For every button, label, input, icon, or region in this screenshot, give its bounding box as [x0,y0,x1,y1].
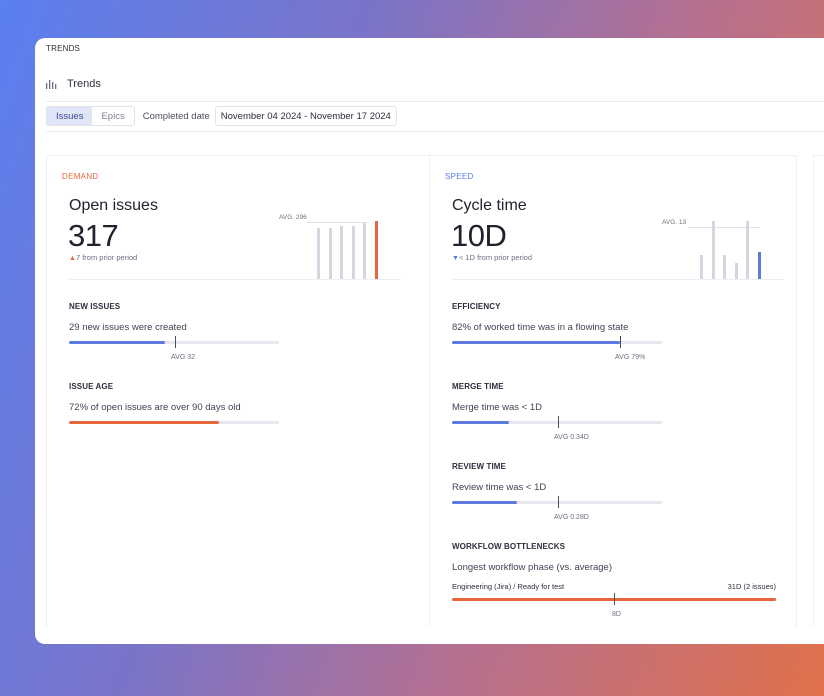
date-filter-label: Completed date [142,110,210,122]
workflow-phase-name: Engineering (Jira) / Ready for test [452,582,565,591]
kpi-divider [452,279,784,280]
issue-type-toggle: Issues Epics [46,106,135,126]
new-issues-metric: NEW ISSUES 29 new issues were created [69,302,187,333]
sparkline-bar [374,221,378,279]
filter-divider [46,131,824,132]
workflow-desc: Longest workflow phase (vs. average) [452,562,612,573]
demand-panel: DEMAND Open issues 317 ▲7 from prior per… [46,155,430,627]
sparkline-avg-line [307,222,369,223]
speed-section-label: SPEED [445,172,474,181]
workflow-bottlenecks-metric: WORKFLOW BOTTLENECKS Longest workflow ph… [452,542,612,573]
bar-chart-icon [46,80,57,89]
window-title: TRENDS [46,44,81,53]
efficiency-desc: 82% of worked time was in a flowing stat… [452,322,629,333]
sparkline-bar [746,221,749,279]
date-range-picker[interactable]: November 04 2024 - November 17 2024 [214,106,397,126]
issue-age-bar [69,421,279,424]
open-issues-delta: ▲7 from prior period [69,253,137,262]
review-time-title: REVIEW TIME [452,462,506,471]
delta-caption: from prior period [80,253,138,262]
header-divider [46,101,824,102]
merge-time-desc: Merge time was < 1D [452,402,543,413]
efficiency-avg: AVG 79% [615,354,646,361]
workflow-avg: 8D [612,611,621,618]
efficiency-fill [452,341,620,344]
sparkline-bar [711,221,715,279]
demand-section-label: DEMAND [62,172,99,181]
cycle-time-title: Cycle time [452,197,527,214]
workflow-avg-marker [614,593,615,605]
sparkline-bar [340,226,343,279]
review-time-avg: AVG 0.28D [554,514,589,521]
new-issues-desc: 29 new issues were created [69,322,187,333]
sparkline-bar [734,263,738,279]
review-time-fill [452,501,518,504]
new-issues-fill [69,341,165,344]
delta-caption: from prior period [475,253,533,262]
sparkline-bar [723,255,726,279]
delta-value: 7 [75,253,81,262]
speed-panel: SPEED Cycle time 10D ▼< 1D from prior pe… [429,155,797,627]
efficiency-avg-marker [620,336,621,348]
workflow-phase-value: 31D (2 issues) [727,582,776,591]
new-issues-avg: AVG 32 [171,354,195,361]
efficiency-bar [452,336,662,348]
tab-issues[interactable]: Issues [47,107,93,125]
workflow-title: WORKFLOW BOTTLENECKS [452,542,566,551]
merge-time-avg-marker [558,416,560,428]
page-title: Trends [67,78,101,90]
issue-age-metric: ISSUE AGE 72% of open issues are over 90… [69,382,241,413]
sparkline-bar [757,252,761,279]
sparkline-bar [328,228,332,279]
filter-bar: Issues Epics Completed date November 04 … [46,106,397,126]
sparkline-avg-label: AVG. 296 [279,214,307,221]
delta-value: < 1D [458,253,475,262]
trends-window: TRENDS Trends Issues Epics Completed dat… [35,38,824,644]
new-issues-avg-marker [175,336,177,348]
trend-up-icon: ▲ [69,255,76,262]
review-time-bar [452,496,662,508]
review-time-metric: REVIEW TIME Review time was < 1D [452,462,546,493]
cycle-time-sparkline: AVG. 13 [662,212,772,279]
open-issues-title: Open issues [69,197,158,214]
new-issues-bar [69,336,279,348]
merge-time-bar [452,416,662,428]
sparkline-bar [700,255,703,279]
issue-age-desc: 72% of open issues are over 90 days old [69,402,241,413]
merge-time-metric: MERGE TIME Merge time was < 1D [452,382,542,413]
tab-epics[interactable]: Epics [92,107,134,125]
trend-down-icon: ▼ [452,255,459,262]
workflow-bar [452,593,776,605]
efficiency-title: EFFICIENCY [452,302,501,311]
workflow-phase-row: Engineering (Jira) / Ready for test 31D … [452,582,776,591]
efficiency-metric: EFFICIENCY 82% of worked time was in a f… [452,302,628,333]
open-issues-sparkline: AVG. 296 [279,212,389,279]
sparkline-avg-line [688,227,760,228]
issue-age-title: ISSUE AGE [69,382,114,391]
cycle-time-value: 10D [451,218,507,253]
review-time-desc: Review time was < 1D [452,482,547,493]
next-panel-edge [813,155,824,627]
review-time-avg-marker [558,496,560,508]
sparkline-bar [317,228,320,279]
merge-time-fill [452,421,509,424]
merge-time-title: MERGE TIME [452,382,504,391]
sparkline-bar [351,226,355,279]
kpi-divider [69,279,401,280]
merge-time-avg: AVG 0.34D [554,434,589,441]
open-issues-value: 317 [68,218,119,253]
new-issues-title: NEW ISSUES [69,302,121,311]
cycle-time-delta: ▼< 1D from prior period [452,253,532,262]
page-header: Trends [46,78,101,90]
sparkline-bar [363,223,366,279]
issue-age-fill [69,421,220,424]
sparkline-avg-label: AVG. 13 [662,219,687,226]
